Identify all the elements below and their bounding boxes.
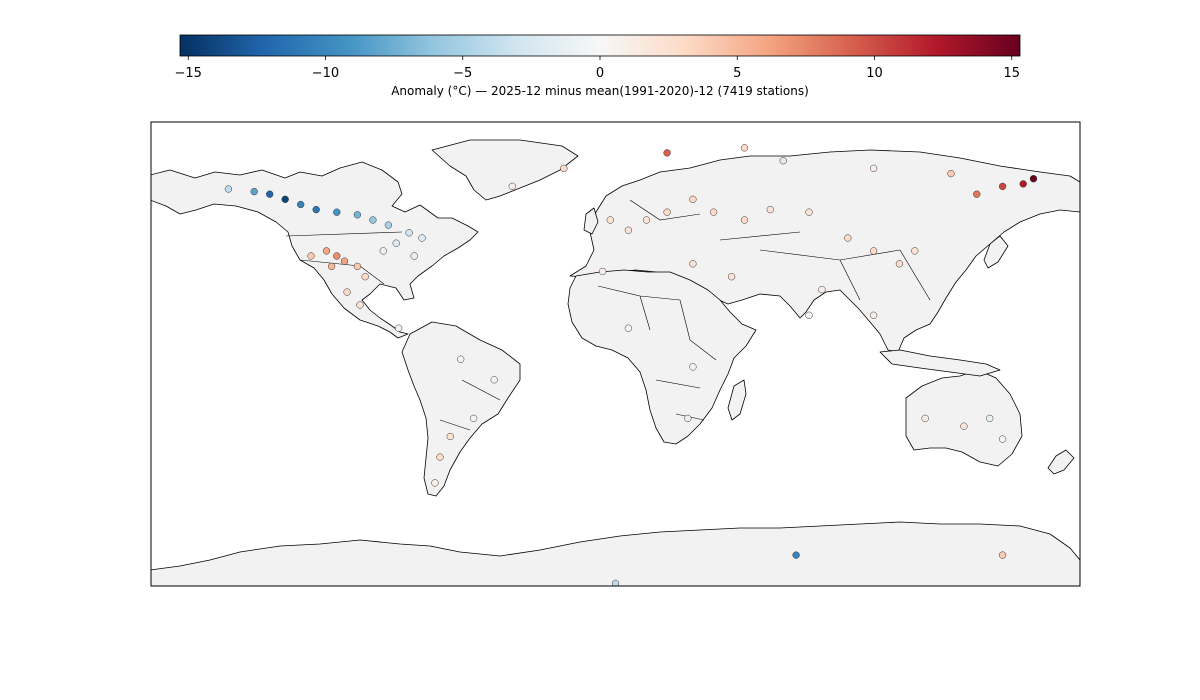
station-marker [766, 205, 774, 214]
station-marker [663, 208, 671, 216]
land-new-zealand [1047, 449, 1075, 475]
station-marker [869, 311, 878, 319]
station-marker [663, 149, 671, 157]
colorbar-tick-label: −10 [312, 66, 339, 81]
station-marker [684, 414, 692, 423]
station-marker [250, 187, 258, 196]
station-marker [779, 157, 787, 165]
station-marker [727, 273, 736, 281]
station-marker [973, 190, 981, 198]
station-marker [805, 208, 813, 216]
station-marker [947, 169, 955, 178]
station-marker [369, 216, 377, 224]
land-madagascar [727, 379, 747, 421]
station-marker [895, 260, 904, 268]
colorbar-tick-label: −15 [175, 66, 202, 81]
land-africa [567, 269, 757, 445]
station-markers [224, 144, 1038, 586]
map-frame [150, 121, 1081, 587]
station-marker [869, 164, 878, 173]
station-marker [356, 301, 364, 309]
station-marker [1019, 180, 1027, 188]
station-marker [844, 234, 852, 242]
land-greenland [431, 139, 579, 201]
station-marker [343, 288, 351, 296]
station-marker [986, 414, 994, 423]
station-marker [805, 311, 813, 319]
land-indonesia [879, 349, 1001, 377]
station-marker [911, 247, 919, 255]
station-marker [624, 226, 633, 234]
station-marker [340, 257, 349, 265]
station-marker [740, 216, 749, 224]
land-antarctica [151, 521, 1080, 586]
station-marker [418, 234, 426, 242]
station-marker [333, 208, 341, 216]
station-marker [689, 363, 697, 371]
station-marker [921, 414, 929, 423]
station-marker [624, 324, 633, 332]
station-marker [960, 422, 968, 430]
land-australia [905, 369, 1023, 467]
station-marker [224, 185, 233, 193]
colorbar-tick-label: −5 [453, 66, 472, 81]
station-marker [709, 208, 718, 216]
station-marker [297, 200, 305, 209]
station-marker [1029, 175, 1038, 183]
colorbar-tick-label: 10 [866, 66, 883, 81]
colorbar-ticks: −15 −10 −5 0 5 10 15 [175, 56, 1020, 81]
station-marker [490, 376, 498, 384]
station-marker [266, 190, 274, 198]
station-marker [379, 247, 387, 255]
station-marker [792, 551, 800, 559]
land-eurasia [569, 149, 1080, 353]
colorbar-tick-label: 15 [1003, 66, 1020, 81]
station-marker [469, 414, 478, 423]
station-marker [457, 355, 465, 363]
station-marker [431, 479, 439, 487]
station-marker [410, 252, 418, 260]
land-japan [983, 235, 1009, 269]
station-marker [869, 247, 878, 255]
station-marker [405, 229, 413, 237]
station-marker [312, 205, 320, 214]
colorbar-tick-label: 0 [596, 66, 604, 81]
station-marker [606, 216, 614, 224]
station-marker [322, 247, 331, 255]
station-marker [689, 260, 697, 268]
station-marker [642, 216, 651, 224]
station-marker [611, 579, 620, 586]
station-marker [446, 432, 454, 441]
station-marker [436, 453, 444, 461]
station-marker [998, 551, 1007, 559]
station-marker [392, 239, 400, 247]
station-marker [689, 195, 697, 203]
map-axes [150, 121, 1081, 587]
colorbar: −15 −10 −5 0 5 10 15 Anomaly (°C) — 2025-12 mi… [175, 34, 1021, 98]
station-marker [361, 273, 369, 281]
land-south-america [401, 321, 521, 497]
station-marker [560, 164, 568, 173]
station-marker [395, 324, 403, 332]
land-north-america [151, 161, 479, 339]
station-marker [353, 211, 362, 219]
station-marker [818, 285, 826, 294]
station-marker [384, 221, 393, 229]
station-marker [307, 252, 315, 260]
station-marker [353, 262, 362, 271]
station-marker [598, 267, 607, 276]
station-marker [333, 252, 341, 260]
station-marker [327, 262, 336, 271]
colorbar-label: Anomaly (°C) — 2025-12 minus mean(1991-2… [391, 84, 809, 98]
colorbar-gradient [179, 34, 1021, 57]
colorbar-tick-label: 5 [733, 66, 741, 81]
land-masses [151, 139, 1080, 586]
station-marker [508, 182, 516, 191]
land-uk [583, 207, 599, 235]
station-marker [281, 195, 289, 203]
station-marker [740, 144, 749, 152]
station-marker [998, 435, 1007, 443]
station-marker [998, 182, 1007, 191]
